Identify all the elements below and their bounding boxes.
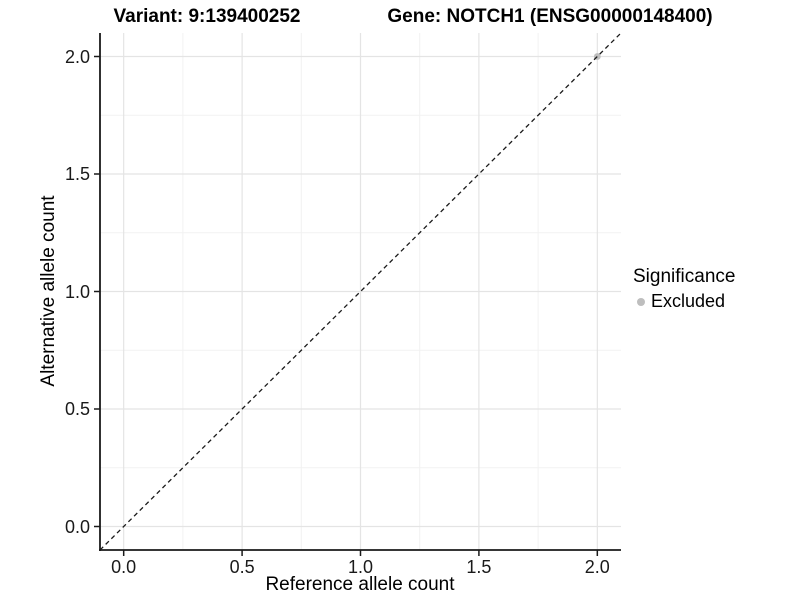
y-tick-label: 1.0: [64, 281, 90, 302]
y-tick-label: 1.5: [64, 164, 90, 184]
x-tick-label: 2.0: [584, 557, 610, 577]
y-tick-label: 0.0: [64, 516, 90, 537]
legend-title: Significance: [633, 266, 736, 287]
legend-entry-label: Excluded: [651, 291, 726, 311]
legend-entry-excluded: Excluded: [633, 291, 735, 312]
y-axis-title: Alternative allele count: [38, 195, 59, 387]
plot-title-variant: Variant: 9:139400252: [113, 6, 301, 27]
legend-point-icon: [637, 297, 645, 306]
x-axis-title: Reference allele count: [265, 574, 455, 595]
plot-title-gene: Gene: NOTCH1 (ENSG00000148400): [387, 6, 713, 27]
legend: Significance Excluded: [633, 266, 735, 312]
x-tick-label: 0.5: [229, 557, 255, 577]
x-tick-label: 1.0: [347, 557, 374, 577]
y-tick-label: 2.0: [64, 46, 90, 67]
x-tick-label: 0.0: [111, 557, 137, 577]
panel-area: [100, 33, 621, 550]
x-tick-label: 1.5: [466, 557, 492, 577]
identity-reference-line: [100, 33, 621, 550]
y-tick-label: 0.5: [64, 399, 90, 419]
